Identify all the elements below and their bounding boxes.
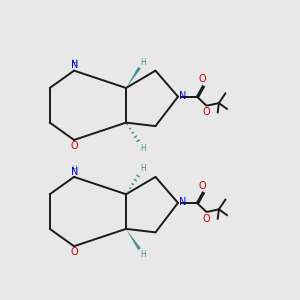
Text: H: H xyxy=(140,164,146,173)
Polygon shape xyxy=(126,229,141,250)
Text: H: H xyxy=(140,58,146,67)
Text: N: N xyxy=(179,91,186,101)
Text: O: O xyxy=(70,141,78,151)
Text: O: O xyxy=(70,247,78,257)
Text: N: N xyxy=(179,197,186,207)
Text: O: O xyxy=(199,74,206,84)
Polygon shape xyxy=(126,67,141,88)
Text: N: N xyxy=(71,60,78,70)
Text: O: O xyxy=(203,107,211,117)
Text: N: N xyxy=(71,167,78,177)
Text: H: H xyxy=(140,250,146,259)
Text: O: O xyxy=(203,214,211,224)
Text: H: H xyxy=(140,144,146,153)
Text: H: H xyxy=(72,59,77,68)
Text: H: H xyxy=(72,165,77,174)
Text: O: O xyxy=(199,181,206,191)
